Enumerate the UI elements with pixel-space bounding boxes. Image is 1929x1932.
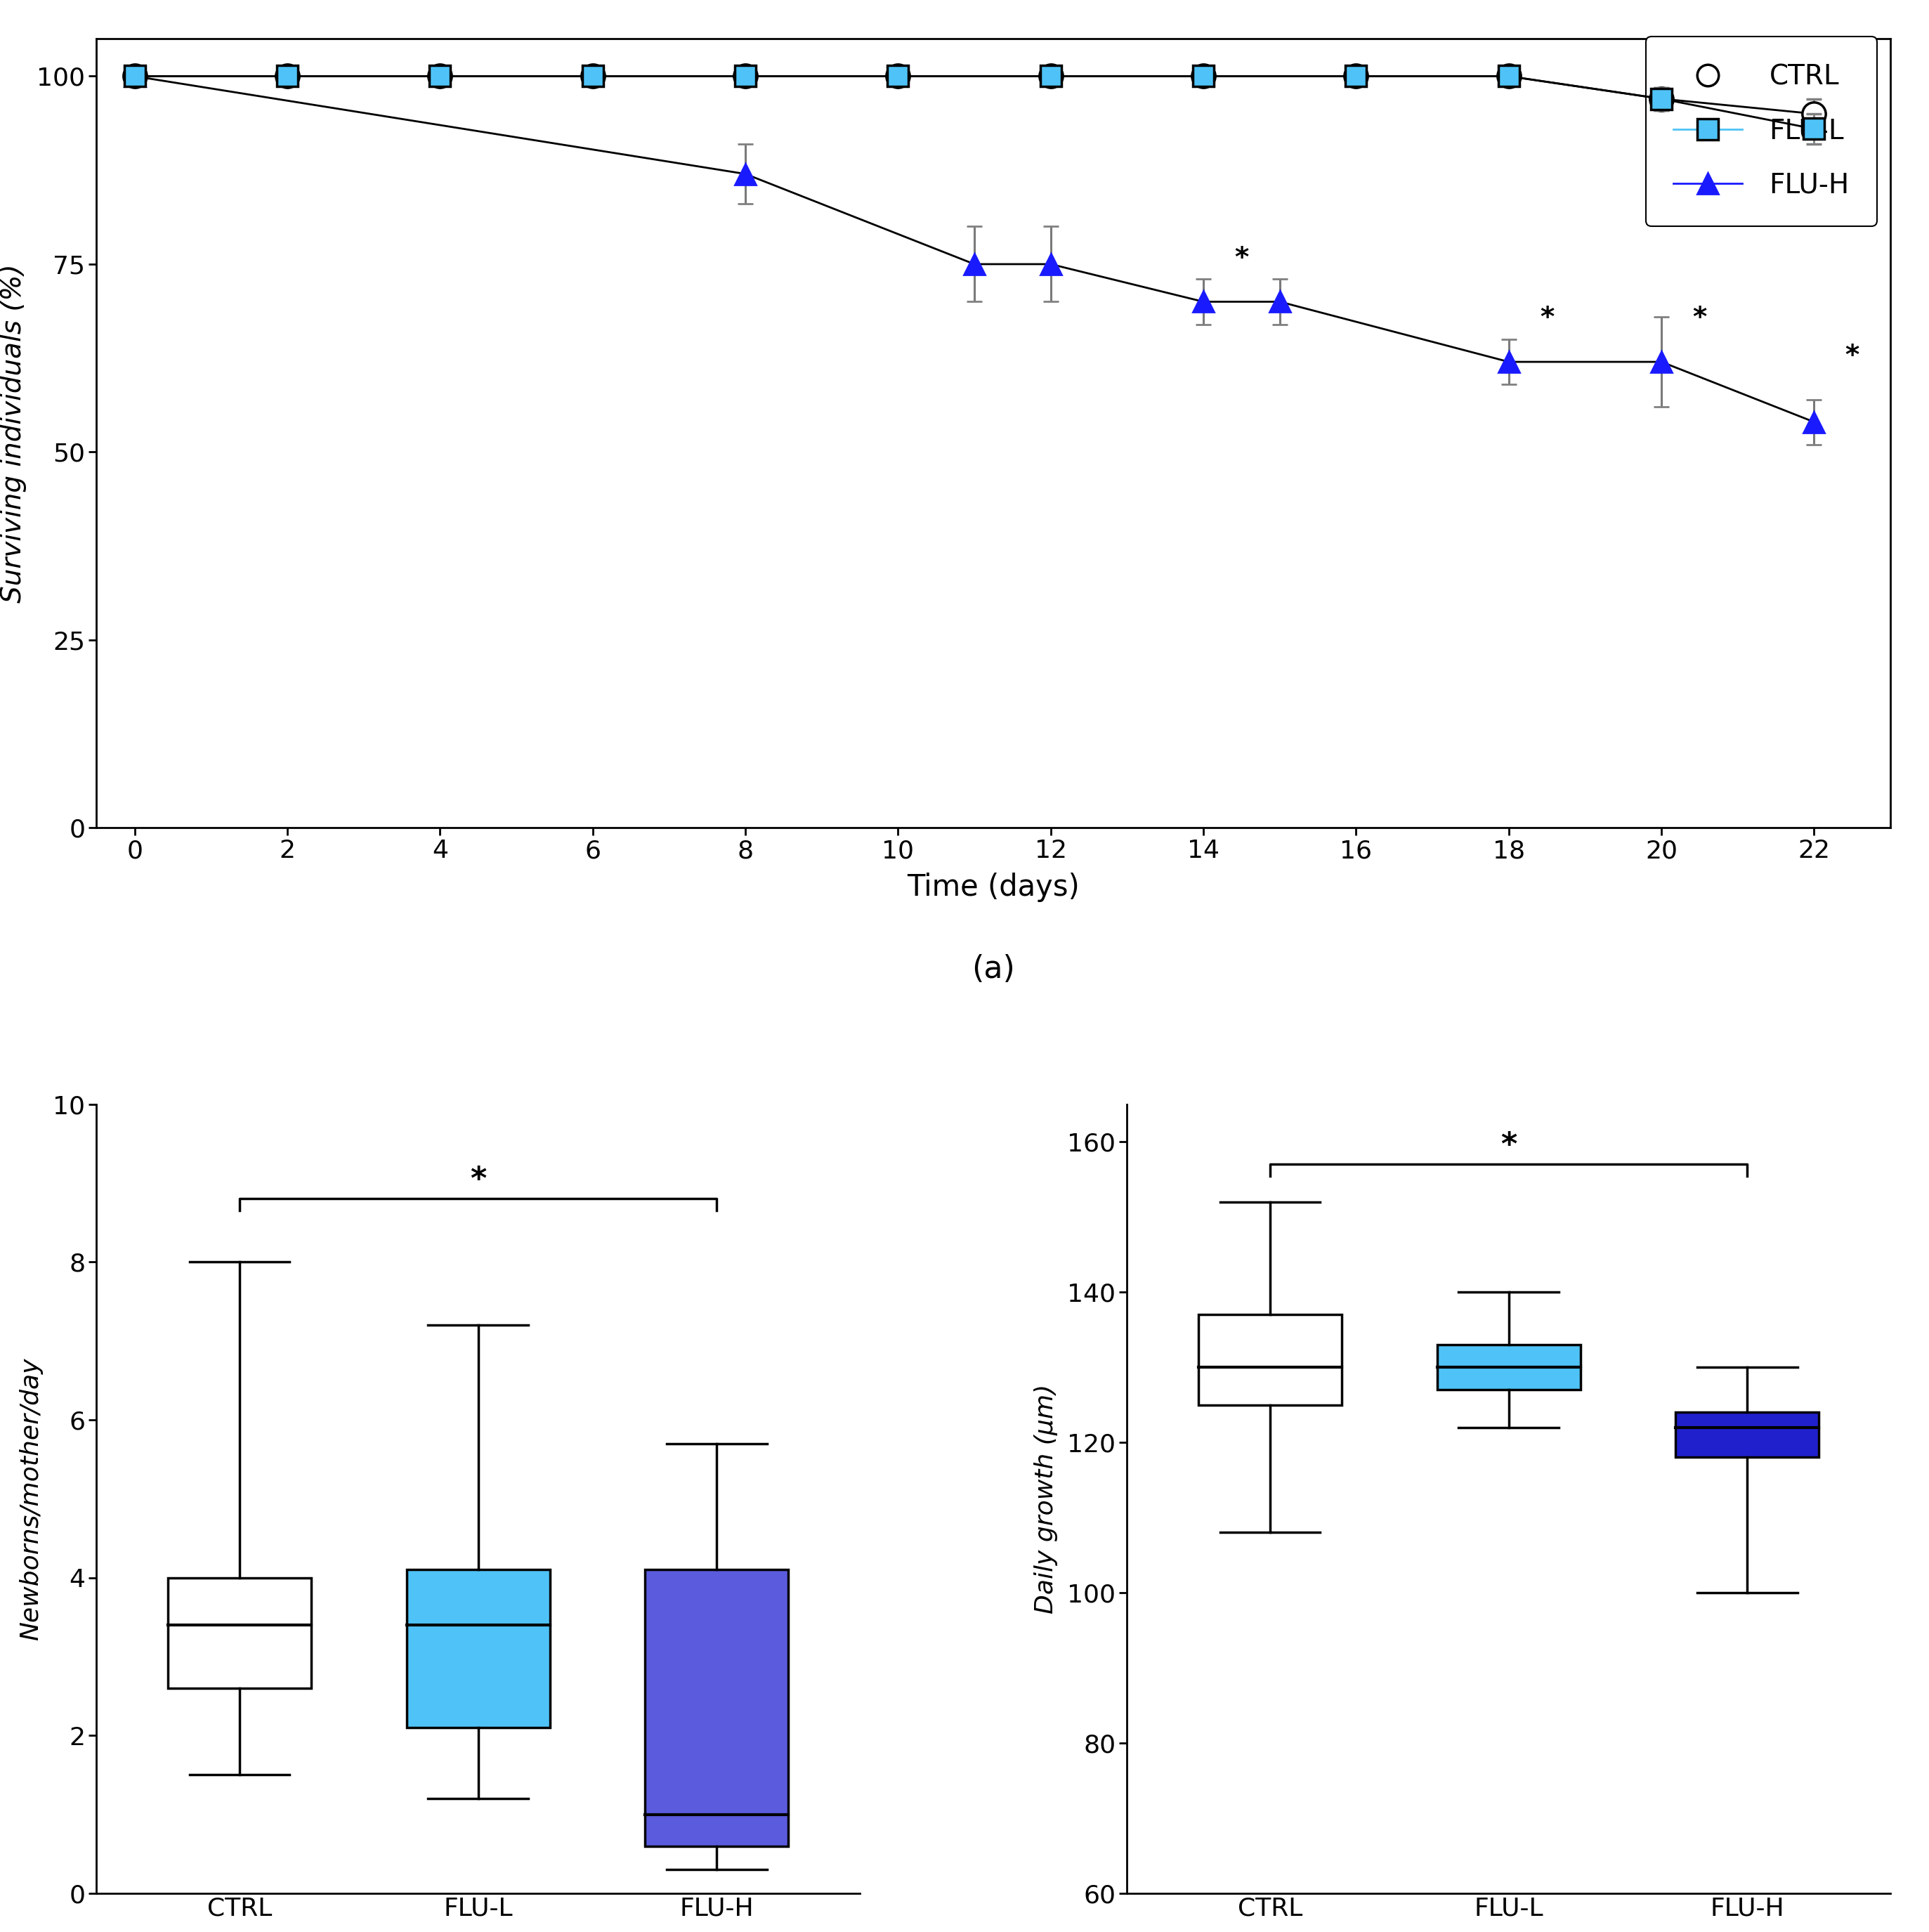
Legend: CTRL, FLU-L, FLU-H: CTRL, FLU-L, FLU-H: [1645, 37, 1877, 226]
Text: *: *: [471, 1165, 486, 1194]
Y-axis label: Surviving individuals (%): Surviving individuals (%): [0, 265, 27, 603]
Y-axis label: Newborns/mother/day: Newborns/mother/day: [19, 1358, 42, 1640]
Text: *: *: [1501, 1130, 1516, 1161]
Text: *: *: [1539, 305, 1555, 332]
Bar: [1198, 1314, 1343, 1405]
Y-axis label: Daily growth (μm): Daily growth (μm): [1034, 1383, 1057, 1613]
X-axis label: Time (days): Time (days): [907, 873, 1080, 902]
Bar: [1676, 1412, 1819, 1457]
Bar: [644, 1571, 789, 1845]
Bar: [407, 1571, 550, 1727]
Bar: [1437, 1345, 1580, 1389]
Text: (a): (a): [972, 954, 1015, 985]
Text: *: *: [1692, 305, 1707, 332]
Text: *: *: [1235, 245, 1248, 272]
Text: *: *: [1846, 342, 1860, 369]
Bar: [168, 1578, 311, 1689]
